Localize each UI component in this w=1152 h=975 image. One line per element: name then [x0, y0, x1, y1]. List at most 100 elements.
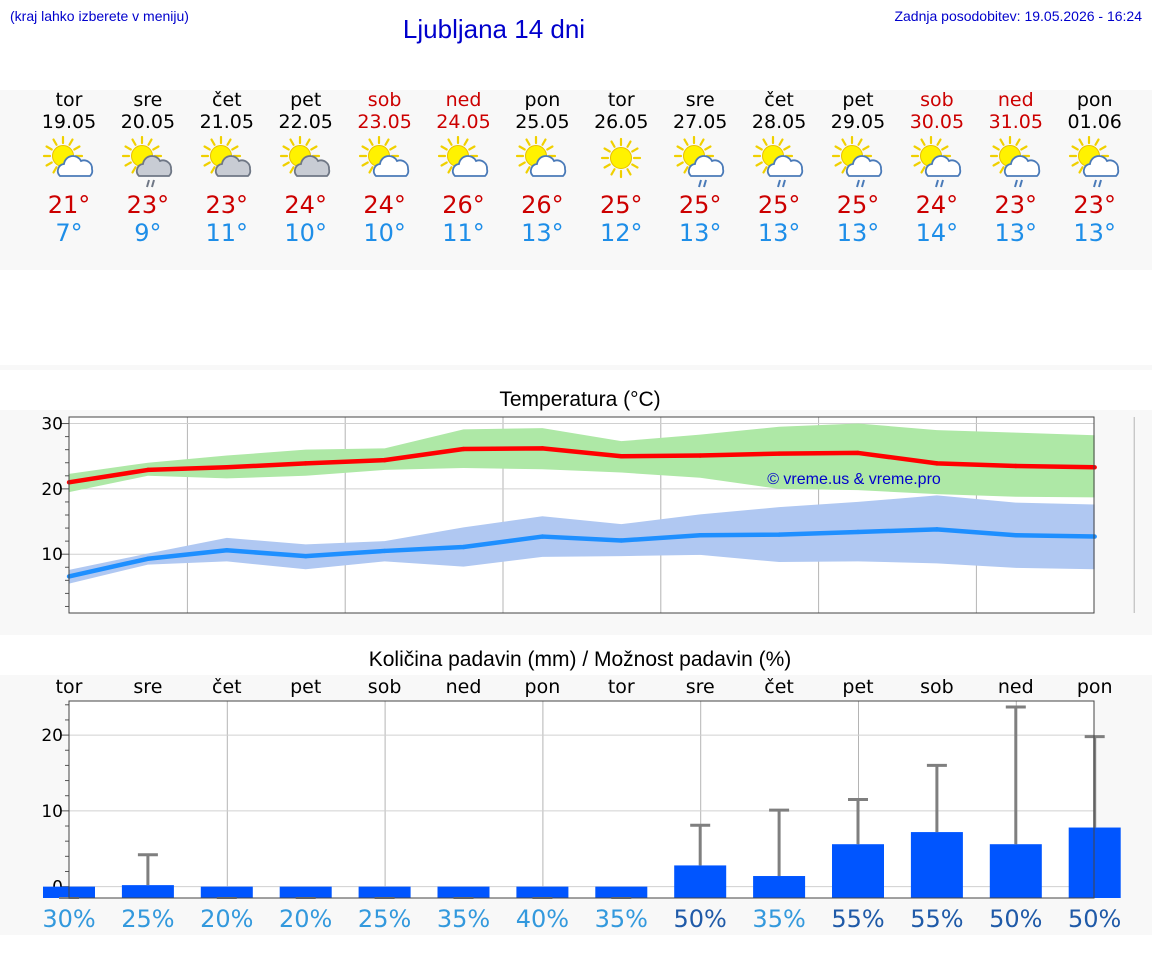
precip-chance-label: 55%	[831, 905, 884, 933]
precip-day-label: tor	[56, 676, 83, 698]
min-temperature: 10°	[284, 219, 327, 247]
precip-bar	[753, 876, 806, 898]
precip-chart-title: Količina padavin (mm) / Možnost padavin …	[368, 648, 792, 671]
sun-cloud-icon	[358, 136, 409, 177]
precip-day-label: pon	[525, 676, 561, 698]
max-temperature: 26°	[442, 191, 485, 219]
day-column: tor 26.05 25° 12°	[581, 89, 661, 247]
day-name: sre	[685, 89, 715, 111]
max-temperature: 24°	[363, 191, 406, 219]
precip-day-label: sob	[920, 676, 954, 698]
day-date: 20.05	[120, 111, 176, 133]
max-temperature: 25°	[678, 191, 722, 219]
day-column: čet 28.05 25° 13°	[739, 89, 819, 247]
max-temp-point	[382, 457, 387, 463]
precip-bar	[1068, 827, 1121, 898]
min-temperature: 13°	[757, 219, 801, 247]
min-temperature: 11°	[205, 219, 249, 247]
day-date: 28.05	[751, 111, 807, 133]
day-column: čet 21.05 23° 11°	[187, 89, 267, 247]
precip-chance-label: 20%	[279, 905, 332, 933]
day-date: 01.06	[1067, 111, 1122, 133]
sun-gray-cloud-rain-icon	[121, 136, 173, 188]
sun-gray-cloud-icon	[200, 136, 251, 177]
forecast-band	[0, 90, 1152, 270]
precip-day-label: pet	[290, 676, 321, 698]
precip-bar	[437, 886, 490, 898]
max-temp-point	[934, 461, 940, 466]
precip-bar	[200, 886, 253, 898]
max-temp-line	[68, 446, 1095, 485]
precip-bar	[595, 886, 648, 898]
day-column: ned 31.05 23° 13°	[976, 89, 1056, 247]
max-temp-range-band	[69, 423, 1095, 498]
min-temp-point	[303, 553, 308, 559]
min-temp-point	[619, 538, 624, 543]
y-tick-label: 30	[41, 415, 63, 435]
location-menu-hint: (kraj lahko izberete v meniju)	[10, 8, 189, 24]
precip-chance-label: 50%	[989, 905, 1042, 933]
precip-chance-label: 25%	[358, 905, 411, 933]
max-temp-point	[461, 446, 466, 452]
min-temp-point	[382, 548, 387, 554]
max-temperature: 25°	[836, 191, 880, 219]
precip-bar	[516, 886, 569, 898]
day-name: sre	[133, 89, 163, 111]
precip-chance-label: 50%	[1068, 905, 1121, 933]
day-date: 21.05	[199, 111, 254, 133]
precip-chance-label: 35%	[437, 905, 490, 933]
day-date: 30.05	[909, 111, 965, 133]
day-date: 19.05	[41, 111, 97, 133]
precip-day-label: čet	[212, 676, 242, 698]
min-temp-point	[776, 532, 782, 537]
min-temp-point	[540, 534, 545, 539]
min-temp-line	[68, 527, 1095, 579]
min-temperature: 13°	[836, 219, 880, 247]
precip-bar	[989, 844, 1042, 898]
precip-chance-label: 35%	[595, 905, 648, 933]
day-column: sob 30.05 24° 14°	[897, 89, 977, 247]
day-name: sob	[367, 89, 402, 111]
max-temperature: 26°	[521, 191, 564, 219]
sun-cloud-rain-icon	[1068, 136, 1119, 188]
precip-chance-label: 55%	[910, 905, 963, 933]
sun-cloud-rain-icon	[989, 136, 1040, 188]
max-temperature: 24°	[915, 191, 959, 219]
max-temp-point	[145, 467, 151, 473]
day-date: 25.05	[515, 111, 570, 133]
max-temperature: 23°	[126, 191, 170, 219]
min-temp-point	[1013, 533, 1018, 538]
max-temperature: 25°	[600, 191, 643, 219]
precipitation-chart: tor sre čet pet sob ned pon tor sre čet pet sob ned p…	[41, 676, 1121, 933]
day-date: 31.05	[988, 111, 1043, 133]
day-name: ned	[997, 89, 1034, 111]
day-name: pet	[842, 89, 874, 111]
min-temperature: 10°	[363, 219, 406, 247]
min-temperature: 12°	[600, 219, 643, 247]
day-column: sre 27.05 25° 13°	[660, 89, 740, 247]
precip-day-label: sre	[686, 676, 715, 698]
min-temp-point	[224, 548, 229, 553]
min-temperature: 7°	[55, 219, 83, 247]
separator-band	[0, 365, 1152, 370]
max-temperature: 24°	[284, 191, 327, 219]
y-tick-label: 20	[41, 726, 63, 746]
precip-chance-label: 30%	[42, 905, 95, 933]
precip-bar	[832, 844, 884, 898]
min-temperature: 9°	[134, 219, 162, 247]
max-temp-point	[619, 454, 624, 459]
page-title: Ljubljana 14 dni	[402, 14, 586, 44]
max-temp-point	[698, 453, 703, 458]
precip-day-label: pon	[1077, 676, 1113, 698]
sun-cloud-rain-icon	[831, 136, 883, 188]
temperature-plot-frame	[68, 416, 1095, 614]
day-date: 23.05	[357, 111, 412, 133]
day-date: 29.05	[830, 111, 886, 133]
min-temperature: 11°	[442, 219, 485, 247]
day-date: 26.05	[594, 111, 649, 133]
min-temperature: 13°	[994, 219, 1038, 247]
min-temperature: 14°	[915, 219, 959, 247]
day-name: čet	[764, 89, 794, 111]
day-name: čet	[212, 89, 242, 111]
precip-chance-label: 35%	[752, 905, 805, 933]
